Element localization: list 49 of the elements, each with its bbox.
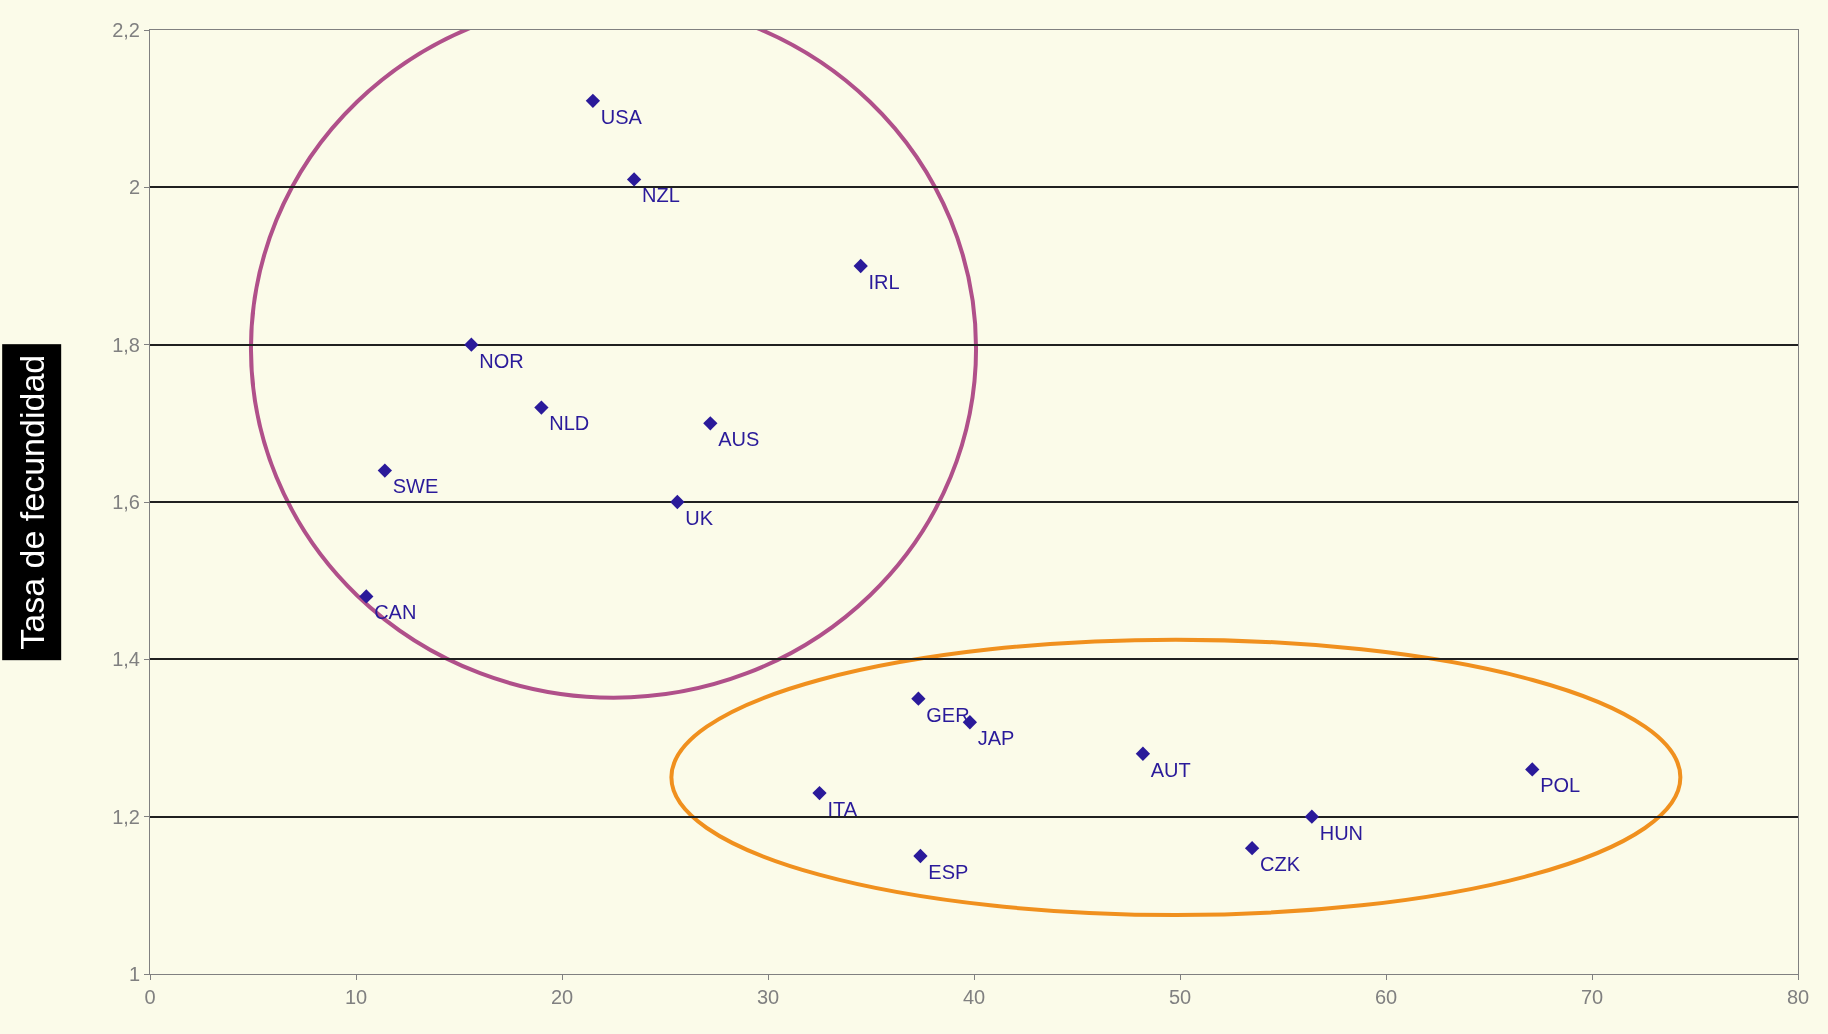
point: [911, 691, 926, 706]
point: [853, 258, 868, 274]
point: [1525, 762, 1540, 777]
data-label: JAP: [977, 727, 1015, 750]
x-tick-label: 10: [344, 986, 368, 1008]
data-label: ESP: [928, 860, 969, 883]
data-label: UK: [685, 506, 714, 529]
y-tick-label: 1,6: [112, 491, 140, 513]
data-label: CZK: [1259, 853, 1301, 876]
data-label: POL: [1540, 774, 1581, 797]
data-label: NZL: [641, 184, 680, 207]
data-label: IRL: [868, 270, 900, 293]
data-label: GER: [926, 703, 970, 726]
x-tick-label: 20: [550, 986, 574, 1008]
x-tick-label: 30: [756, 986, 780, 1008]
point: [670, 494, 685, 510]
point: [464, 337, 479, 352]
point: [585, 93, 601, 108]
data-label: AUT: [1150, 758, 1191, 781]
point: [626, 172, 642, 187]
x-tick-label: 0: [144, 986, 156, 1008]
point: [812, 785, 827, 801]
data-label: NLD: [549, 412, 590, 435]
point: [377, 463, 392, 478]
x-tick-label: 70: [1580, 986, 1604, 1008]
point: [1244, 840, 1260, 856]
y-tick-label: 2,2: [112, 19, 140, 41]
point: [359, 589, 374, 604]
y-tick-label: 1,4: [112, 648, 140, 671]
point: [913, 848, 928, 864]
data-label: AUS: [718, 428, 760, 451]
data-label: NOR: [479, 349, 524, 372]
point: [703, 416, 718, 431]
y-tick-label: 1: [128, 963, 140, 985]
y-axis-title: Tasa de fecundidad: [12, 354, 51, 650]
x-tick-label: 80: [1786, 986, 1810, 1008]
y-tick-label: 1,8: [112, 333, 140, 356]
point: [1304, 809, 1319, 824]
data-label: HUN: [1319, 821, 1364, 844]
x-tick-label: 60: [1374, 986, 1398, 1008]
point: [1135, 746, 1151, 761]
x-tick-label: 50: [1168, 986, 1192, 1008]
y-tick-label: 1,2: [112, 805, 140, 828]
data-label: USA: [600, 105, 643, 128]
x-tick-label: 40: [962, 986, 986, 1008]
y-tick-label: 2: [128, 176, 140, 199]
point: [534, 400, 549, 415]
data-label: ITA: [827, 797, 858, 820]
data-label: SWE: [392, 475, 439, 498]
